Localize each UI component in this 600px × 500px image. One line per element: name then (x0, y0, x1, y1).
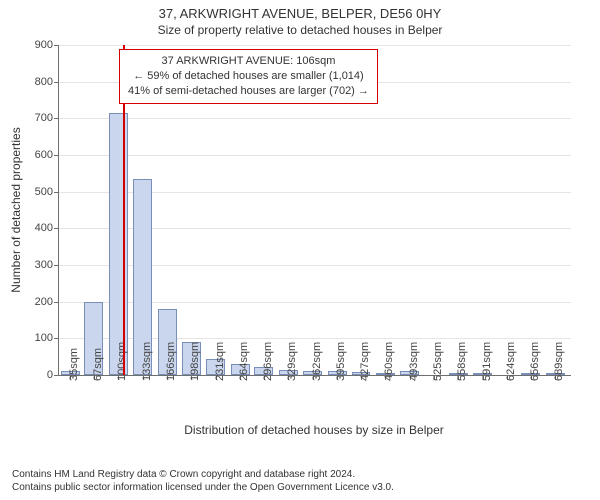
xtick-label: 362sqm (311, 342, 323, 381)
plot-area: 010020030040050060070080090035sqm67sqm10… (58, 45, 571, 376)
ytick-label: 500 (35, 186, 59, 198)
ytick-label: 300 (35, 259, 59, 271)
ytick-label: 800 (35, 76, 59, 88)
xtick-label: 493sqm (408, 342, 420, 381)
chart-container: Number of detached properties 0100200300… (10, 45, 590, 437)
page-title: 37, ARKWRIGHT AVENUE, BELPER, DE56 0HY (0, 6, 600, 21)
ytick-label: 0 (47, 369, 59, 381)
ytick-label: 900 (35, 39, 59, 51)
ytick-label: 400 (35, 222, 59, 234)
credits-line-2: Contains public sector information licen… (12, 482, 394, 495)
xtick-label: 395sqm (335, 342, 347, 381)
xtick-label: 427sqm (359, 342, 371, 381)
ytick-label: 700 (35, 112, 59, 124)
xtick-label: 558sqm (456, 342, 468, 381)
xtick-label: 133sqm (141, 342, 153, 381)
ytick-label: 100 (35, 332, 59, 344)
histogram-bar (109, 113, 128, 375)
y-axis-label: Number of detached properties (9, 127, 23, 292)
xtick-label: 166sqm (165, 342, 177, 381)
ytick-label: 600 (35, 149, 59, 161)
gridline (59, 45, 571, 46)
xtick-label: 35sqm (68, 348, 80, 381)
xtick-label: 198sqm (189, 342, 201, 381)
credits-line-1: Contains HM Land Registry data © Crown c… (12, 469, 394, 482)
page-subtitle: Size of property relative to detached ho… (0, 23, 600, 37)
xtick-label: 296sqm (262, 342, 274, 381)
xtick-label: 231sqm (214, 342, 226, 381)
xtick-label: 264sqm (238, 342, 250, 381)
gridline (59, 118, 571, 119)
annotation-line-3: 41% of semi-detached houses are larger (… (128, 84, 369, 99)
xtick-label: 656sqm (529, 342, 541, 381)
xtick-label: 329sqm (286, 342, 298, 381)
annotation-line-2: ← 59% of detached houses are smaller (1,… (128, 69, 369, 84)
property-annotation-box: 37 ARKWRIGHT AVENUE: 106sqm ← 59% of det… (119, 49, 378, 104)
xtick-label: 525sqm (432, 342, 444, 381)
xtick-label: 67sqm (92, 348, 104, 381)
xtick-label: 591sqm (481, 342, 493, 381)
x-axis-label: Distribution of detached houses by size … (58, 423, 570, 437)
annotation-line-1: 37 ARKWRIGHT AVENUE: 106sqm (128, 54, 369, 69)
xtick-label: 689sqm (553, 342, 565, 381)
credits: Contains HM Land Registry data © Crown c… (12, 469, 394, 494)
gridline (59, 155, 571, 156)
xtick-label: 624sqm (505, 342, 517, 381)
xtick-label: 460sqm (383, 342, 395, 381)
ytick-label: 200 (35, 296, 59, 308)
